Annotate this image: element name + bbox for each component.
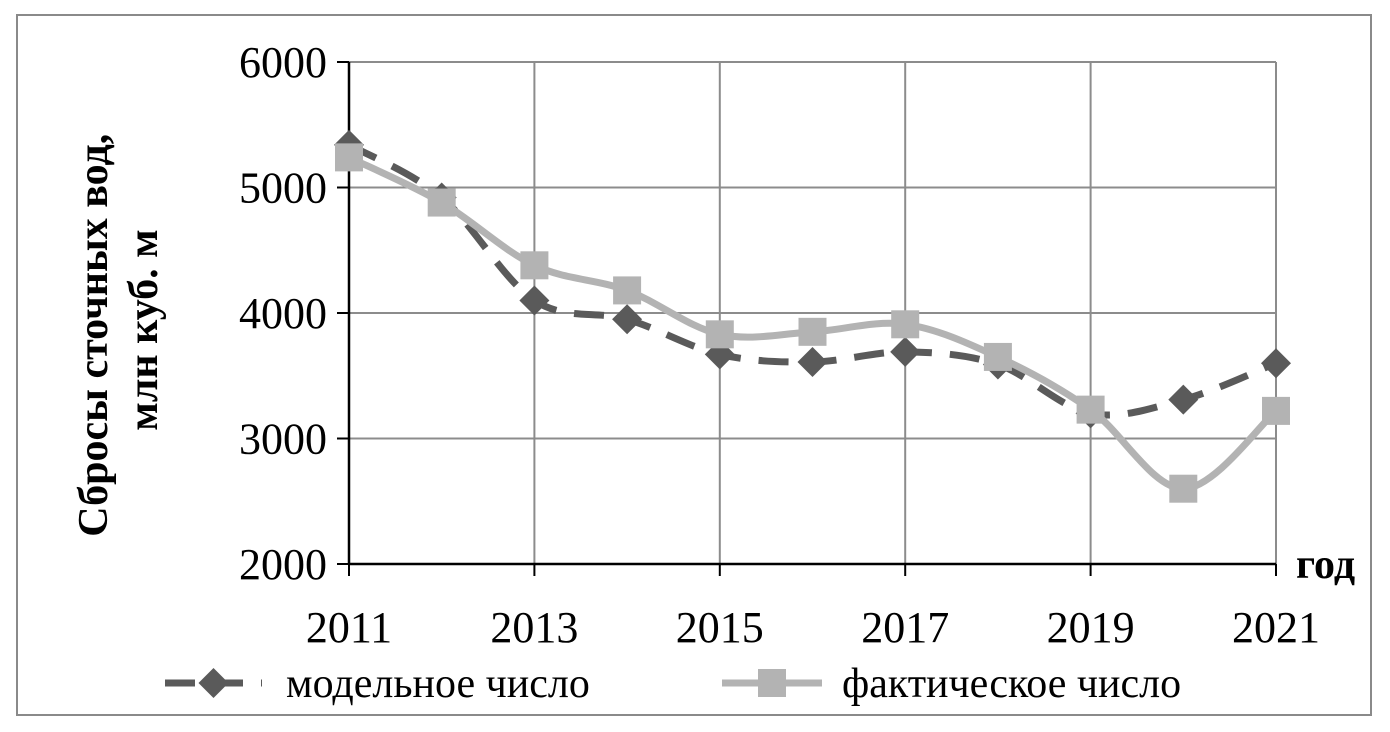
data-point-0-2013 bbox=[519, 285, 550, 316]
data-point-1-2013 bbox=[520, 251, 549, 280]
y-tick-label-6000: 6000 bbox=[239, 38, 327, 87]
series-line-0 bbox=[347, 141, 1278, 419]
y-axis-label-line-2: млн куб. м bbox=[121, 229, 167, 431]
y-axis-label-line-1: Сбросы сточных вод, bbox=[71, 134, 117, 537]
data-point-1-2012 bbox=[427, 188, 456, 217]
chart-frame bbox=[16, 14, 1372, 716]
legend-item-1: фактическое число bbox=[722, 661, 1181, 707]
legend-marker-0 bbox=[198, 668, 229, 698]
data-point-1-2016 bbox=[798, 317, 827, 346]
data-point-0-2020 bbox=[1168, 384, 1199, 415]
data-point-1-2018 bbox=[983, 342, 1012, 371]
y-tick-label-3000: 3000 bbox=[239, 415, 327, 464]
x-tick-label-2015: 2015 bbox=[676, 603, 764, 652]
x-tick-label-2021: 2021 bbox=[1232, 603, 1320, 652]
data-point-0-2016 bbox=[797, 346, 828, 377]
data-point-0-2017 bbox=[890, 336, 921, 367]
x-axis-label: год bbox=[1296, 542, 1355, 588]
legend-label-0: модельное число bbox=[286, 661, 590, 707]
data-point-1-2015 bbox=[705, 320, 734, 349]
x-tick-label-2017: 2017 bbox=[861, 603, 949, 652]
grid-lines bbox=[349, 61, 1277, 564]
x-tick-label-2013: 2013 bbox=[490, 603, 578, 652]
data-point-1-2011 bbox=[335, 143, 363, 172]
y-tick-label-4000: 4000 bbox=[239, 289, 327, 338]
y-tick-label-2000: 2000 bbox=[239, 540, 327, 589]
data-point-1-2021 bbox=[1262, 396, 1290, 425]
series-1 bbox=[335, 143, 1290, 503]
series-group bbox=[334, 129, 1291, 503]
y-tick-label-5000: 5000 bbox=[239, 164, 327, 213]
data-point-1-2017 bbox=[891, 310, 920, 339]
axis-labels: Сбросы сточных вод, млн куб. м год bbox=[71, 123, 1355, 588]
y-axis-label: Сбросы сточных вод, млн куб. м bbox=[71, 123, 167, 536]
data-point-0-2021 bbox=[1261, 348, 1291, 379]
x-tick-label-2019: 2019 bbox=[1047, 603, 1135, 652]
legend: модельное число фактическое число bbox=[165, 661, 1181, 707]
series-0 bbox=[334, 129, 1291, 429]
legend-label-1: фактическое число bbox=[842, 661, 1181, 707]
data-point-0-2014 bbox=[612, 304, 643, 335]
data-point-1-2020 bbox=[1169, 474, 1198, 503]
tick-labels: 2000 3000 4000 5000 6000 2011 2013 2015 2017 2019… bbox=[239, 38, 1320, 652]
data-point-1-2014 bbox=[613, 276, 642, 305]
x-tick-label-2011: 2011 bbox=[306, 603, 392, 652]
data-point-1-2019 bbox=[1076, 395, 1105, 424]
legend-marker-1 bbox=[758, 669, 786, 697]
legend-item-0: модельное число bbox=[165, 661, 590, 707]
